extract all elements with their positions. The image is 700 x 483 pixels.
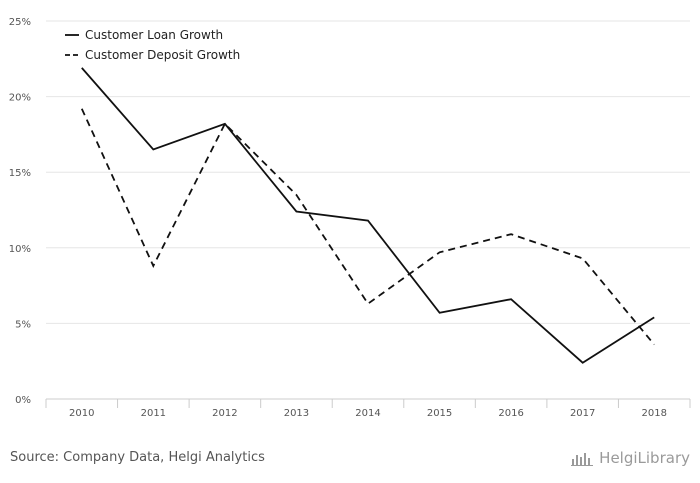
series-line-customer-loan-growth (81, 67, 655, 364)
chart-bars-icon (571, 453, 594, 466)
x-tick-label: 2012 (212, 408, 237, 419)
gridlines (46, 20, 690, 324)
x-tick-label: 2013 (284, 408, 309, 419)
brand-name: HelgiLibrary (599, 449, 690, 467)
x-tick-label: 2011 (141, 408, 166, 419)
y-tick-label: 25% (9, 17, 31, 28)
x-tick-label: 2010 (69, 408, 94, 419)
legend-label: Customer Deposit Growth (85, 48, 240, 62)
x-tick-label: 2014 (355, 408, 380, 419)
y-axis-ticks: 0% 5% 10% 15% 20% 25% (9, 17, 31, 406)
y-tick-label: 5% (15, 319, 31, 330)
x-tick-label: 2016 (498, 408, 523, 419)
y-tick-label: 15% (9, 168, 31, 179)
series-lines (80, 67, 655, 364)
x-tick-label: 2015 (427, 408, 452, 419)
y-tick-label: 10% (9, 244, 31, 255)
x-tick-label: 2017 (570, 408, 595, 419)
source-note: Source: Company Data, Helgi Analytics (10, 450, 265, 465)
legend-label: Customer Loan Growth (85, 28, 223, 42)
y-tick-label: 0% (15, 395, 31, 406)
x-tick-label: 2018 (641, 408, 666, 419)
legend: Customer Loan Growth Customer Deposit Gro… (65, 28, 240, 62)
brand-logo: HelgiLibrary (571, 449, 690, 467)
y-tick-label: 20% (9, 93, 31, 104)
x-axis: 2010 2011 2012 2013 2014 2015 2016 2017 2018 (45, 398, 691, 419)
